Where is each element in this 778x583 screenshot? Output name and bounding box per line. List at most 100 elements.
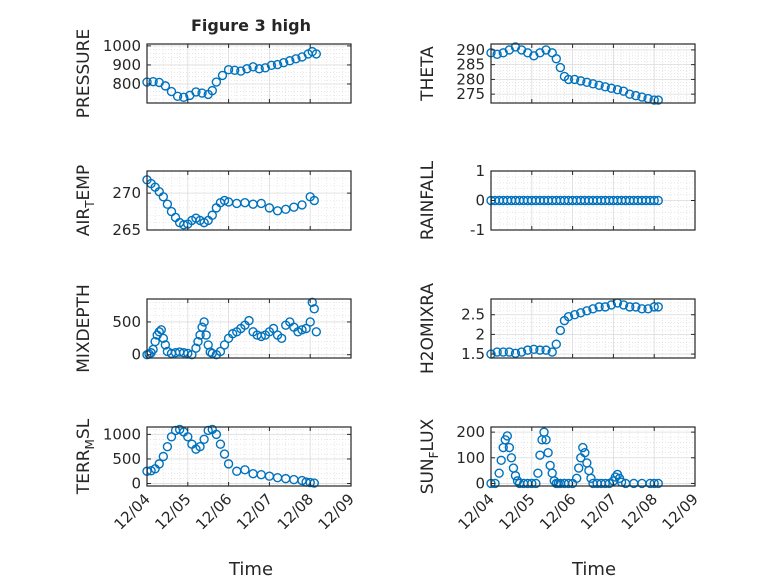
data-point [197,88,207,98]
y-tick-label: 0 [475,474,485,492]
data-point [256,198,266,209]
data-point [606,83,617,93]
y-tick-label: 2.5 [461,306,485,324]
axes-box [146,170,352,231]
data-point [248,62,258,72]
data-point [527,478,537,489]
data-point [219,195,230,206]
data-point [588,79,598,89]
y-axis-label-part: SL [74,418,94,439]
y-tick-label: 285 [456,56,485,74]
y-axis-label: TERRMSL [74,418,97,495]
data-point [631,302,641,312]
data-point [653,195,663,206]
data-point [580,447,590,458]
data-point [569,74,580,85]
y-axis-label: SUNFLUX [418,418,441,494]
data-point [281,204,291,215]
data-point [154,459,164,469]
data-point [301,323,311,334]
data-point [305,317,315,327]
data-point [254,64,264,74]
data-point [649,95,659,105]
y-axis-label: RAINFALL [418,160,438,240]
data-point [264,203,275,213]
axes-box [490,426,696,487]
data-point [158,192,169,202]
y-tick-label: 1 [475,162,485,180]
axes-box [490,43,696,104]
data-point [582,77,592,88]
data-point [535,450,545,460]
data-point [276,333,287,344]
data-point [215,346,226,357]
y-tick-label: 900 [112,56,141,74]
data-point [510,348,521,358]
axes-box [146,298,352,359]
data-point [197,322,207,332]
data-point [217,70,228,81]
axes-terr-msl: 0 500 1000 TERRMSL 12/0412/0512/0612/0712/08… [74,418,358,533]
data-point [516,347,527,357]
data-point [555,62,566,73]
data-point [158,333,169,344]
y-axis-label-part: EMP [74,165,94,201]
data-point [285,56,295,66]
data-point [199,317,209,327]
axes-background [491,427,695,486]
y-tick-label: 270 [112,184,141,202]
data-point [191,87,201,97]
data-point [223,459,234,469]
data-point [219,340,230,350]
data-point [309,195,319,206]
axes-rainfall: -1 0 1 RAINFALL [418,160,696,240]
y-tick-label: 1.5 [461,345,485,363]
x-tick-label: 12/05 [151,490,194,533]
data-point [576,308,586,318]
data-point [543,447,553,458]
axes-air-temp: 265 270 AIRTEMP [74,165,352,239]
data-point [154,327,164,337]
y-axis-label: PRESSURE [74,29,94,118]
data-point [492,49,502,60]
data-point [569,310,580,320]
data-point [201,330,211,340]
data-point [631,90,641,101]
axes-h2omixra: 1.5 22.5 H2OMIXRA [418,283,696,374]
data-point [205,347,215,357]
data-point [309,304,319,314]
data-point [625,89,635,99]
data-point [311,49,322,59]
y-axis-label: H2OMIXRA [418,283,438,374]
data-point [199,434,209,444]
data-point [162,441,173,452]
x-tick-label: 12/05 [495,490,538,533]
data-point [278,57,289,68]
data-point [156,325,166,335]
data-point [551,54,561,64]
y-tick-label: 800 [112,75,141,93]
y-tick-label: 280 [456,70,485,88]
data-point [166,86,177,97]
data-point [612,85,623,95]
y-axis-label-part: TERR [74,449,94,495]
data-point [563,74,574,85]
y-tick-label: 500 [112,313,141,331]
y-tick-label: 1000 [103,425,141,443]
data-point [260,63,271,73]
data-point [193,336,203,347]
data-point [582,306,592,316]
axes-box [490,298,696,359]
x-tick-label: 12/07 [233,490,276,533]
y-axis-label-subscript: T [83,200,97,209]
data-point [588,304,598,314]
data-point [523,345,533,355]
data-point [496,455,506,466]
data-point [240,465,250,475]
data-point [563,312,574,322]
data-point [594,80,604,91]
data-point [649,478,659,489]
data-point [600,302,610,312]
data-point [148,76,158,87]
